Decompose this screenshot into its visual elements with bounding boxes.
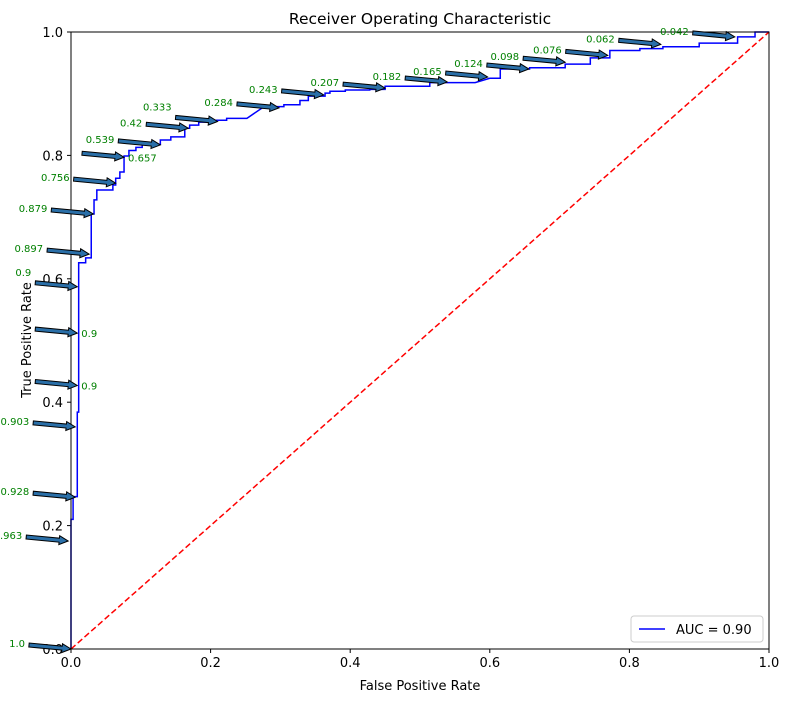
threshold-annotation: 0.182 xyxy=(373,72,449,87)
y-tick-label: 1.0 xyxy=(42,26,63,41)
annotation-arrow xyxy=(280,88,325,100)
legend-entry: AUC = 0.90 xyxy=(676,623,752,638)
threshold-annotation: 0.539 xyxy=(86,135,162,150)
x-tick-label: 0.0 xyxy=(61,656,82,671)
x-tick-label: 0.2 xyxy=(200,656,221,671)
annotation-arrow xyxy=(145,121,190,133)
x-tick-label: 0.8 xyxy=(619,656,640,671)
annotation-label: 0.182 xyxy=(373,72,402,83)
annotation-arrow xyxy=(34,280,79,292)
annotation-label: 0.062 xyxy=(586,34,615,45)
annotation-arrow xyxy=(50,207,95,219)
annotation-arrow xyxy=(486,62,531,74)
annotation-arrow xyxy=(34,326,79,338)
threshold-annotation: 0.879 xyxy=(19,204,95,219)
annotation-arrow xyxy=(34,379,79,390)
annotation-label: 0.165 xyxy=(413,67,442,78)
legend: AUC = 0.90 xyxy=(630,615,764,643)
annotation-label: 0.284 xyxy=(204,98,233,109)
annotation-label: 0.903 xyxy=(1,417,30,428)
annotation-label: 0.897 xyxy=(15,244,44,255)
y-tick-label: 0.2 xyxy=(42,520,63,535)
annotation-label: 0.098 xyxy=(491,52,520,63)
threshold-annotation: 0.076 xyxy=(533,45,609,60)
x-axis-label: False Positive Rate xyxy=(360,679,481,694)
annotation-label: 0.963 xyxy=(0,531,22,542)
threshold-annotation: 0.207 xyxy=(310,78,387,93)
annotation-arrow xyxy=(72,176,117,188)
annotation-label: 0.879 xyxy=(19,204,48,215)
annotation-arrow xyxy=(444,70,489,82)
threshold-annotation: 0.9 xyxy=(34,379,97,393)
annotation-label: 0.756 xyxy=(41,173,70,184)
chance-diagonal-line xyxy=(70,31,770,650)
annotation-arrow xyxy=(28,642,73,654)
annotation-label: 0.539 xyxy=(86,135,115,146)
annotation-arrow xyxy=(25,534,70,546)
annotation-label: 0.9 xyxy=(81,329,97,340)
chart-title: Receiver Operating Characteristic xyxy=(289,10,551,28)
y-axis-label: True Positive Rate xyxy=(20,282,35,399)
annotation-arrow xyxy=(342,81,387,93)
x-tick-label: 1.0 xyxy=(759,656,780,671)
threshold-annotation: 1.0 xyxy=(9,639,73,654)
annotation-arrow xyxy=(618,37,662,49)
annotation-label: 0.928 xyxy=(1,487,30,498)
threshold-annotation: 0.098 xyxy=(491,52,567,67)
annotation-arrow xyxy=(117,138,162,150)
annotation-arrow xyxy=(522,55,567,67)
threshold-annotation: 0.333 xyxy=(143,102,219,126)
threshold-annotation: 0.903 xyxy=(1,417,77,432)
annotation-label: 0.076 xyxy=(533,45,562,56)
y-tick-label: 0.8 xyxy=(42,149,63,164)
annotation-label: 0.243 xyxy=(249,85,278,96)
annotation-arrow xyxy=(32,490,77,502)
annotation-label: 0.124 xyxy=(454,59,483,70)
legend-box xyxy=(630,615,764,643)
threshold-annotation: 0.42 xyxy=(120,118,190,133)
annotation-label: 0.207 xyxy=(310,78,339,89)
x-tick-label: 0.4 xyxy=(340,656,361,671)
threshold-annotation: 0.165 xyxy=(413,67,489,82)
plot-frame xyxy=(70,31,770,650)
annotation-arrow xyxy=(46,247,91,259)
threshold-annotation: 0.657 xyxy=(81,150,157,164)
threshold-annotation: 0.062 xyxy=(586,34,662,49)
threshold-annotation: 0.9 xyxy=(15,268,79,292)
x-tick-label: 0.6 xyxy=(479,656,500,671)
annotation-label: 0.333 xyxy=(143,102,172,113)
y-tick-label: 0.4 xyxy=(42,396,63,411)
annotation-arrow xyxy=(565,48,609,60)
annotation-label: 1.0 xyxy=(9,639,25,650)
annotation-arrow xyxy=(236,101,281,113)
roc-curve-line xyxy=(70,31,769,649)
threshold-annotation: 0.042 xyxy=(660,27,736,42)
annotation-label: 0.657 xyxy=(128,153,157,164)
annotation-arrow xyxy=(174,114,219,126)
threshold-annotation: 0.124 xyxy=(454,59,531,74)
threshold-annotation: 0.963 xyxy=(0,531,70,546)
annotation-label: 0.42 xyxy=(120,118,142,129)
threshold-annotation: 0.756 xyxy=(41,173,117,188)
annotation-label: 0.9 xyxy=(81,382,97,393)
threshold-annotation: 0.928 xyxy=(1,487,77,502)
annotation-label: 0.9 xyxy=(15,268,31,279)
annotation-arrow xyxy=(32,420,77,432)
threshold-annotation: 0.243 xyxy=(249,85,325,100)
threshold-annotation: 0.9 xyxy=(34,326,97,340)
threshold-annotation: 0.284 xyxy=(204,98,281,113)
threshold-annotation: 0.897 xyxy=(15,244,91,259)
annotation-arrow xyxy=(404,75,449,87)
annotation-arrow xyxy=(81,150,126,162)
annotation-label: 0.042 xyxy=(660,27,689,38)
annotation-arrow xyxy=(692,30,736,42)
